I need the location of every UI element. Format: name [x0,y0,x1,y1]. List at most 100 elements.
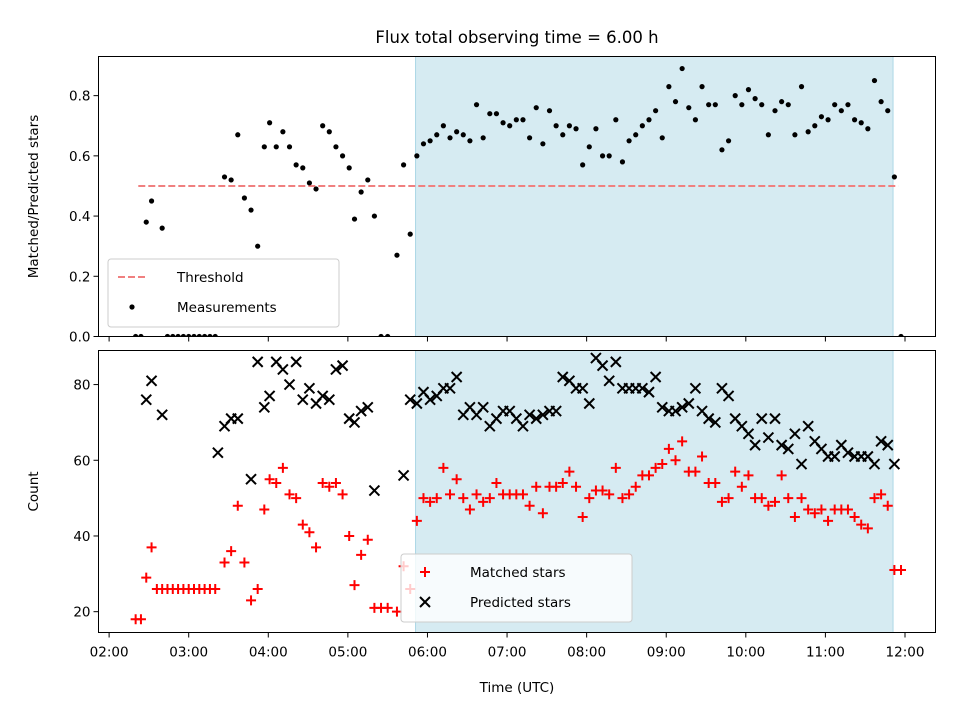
matched-star-point [551,481,562,492]
measurement-point [267,120,273,126]
predicted-star-point [450,371,463,383]
matched-star-point [564,466,575,477]
measurement-point [732,93,738,99]
measurement-point [759,102,765,108]
axes-frame [98,56,936,337]
predicted-star-point [882,439,894,451]
measurement-point [851,117,858,123]
y-tick-label: 60 [73,453,90,469]
predicted-star-point [245,473,257,485]
predicted-star-point [330,363,342,376]
matched-star-point [349,580,360,591]
measurement-point [186,333,192,337]
matched-star-point [464,504,475,515]
legend-box [400,553,633,623]
predicted-star-point [656,401,668,413]
matched-star-point [584,493,595,504]
measurement-point [133,333,139,337]
matched-star-point [311,542,322,553]
predicted-star-point [517,420,529,432]
measurement-point [148,198,155,204]
y-axis-label: Matched/Predicted stars [26,115,42,278]
measurement-point [606,153,612,159]
legend-label: Measurements [177,300,277,316]
measurement-point [400,162,407,168]
predicted-star-point [316,390,329,402]
measurement-point [212,333,218,337]
measurement-point [138,333,144,337]
x-tick-label: 09:00 [647,645,686,661]
predicted-star-point [636,382,649,395]
measurement-point [175,333,181,337]
matched-star-point [756,493,767,504]
matched-star-point [252,583,263,594]
measurement-point [293,162,299,168]
measurement-point [812,123,818,129]
predicted-star-point [444,382,456,395]
matched-star-point [232,500,243,511]
predicted-star-point [212,446,224,459]
measurement-point [507,123,513,129]
matched-star-point [796,493,807,504]
measurement-point [626,138,632,144]
measurement-point [785,102,791,108]
measurement-point [180,333,186,337]
predicted-star-point [795,458,808,470]
measurement-point [653,108,659,114]
predicted-star-point [868,458,881,470]
predicted-star-point [140,394,152,406]
predicted-star-point [283,378,296,391]
measurement-point [891,174,897,180]
predicted-star-point [251,356,264,368]
x-tick-label: 04:00 [249,645,288,661]
measurement-point [241,195,248,201]
matched-star-point [391,606,402,617]
matched-star-point [484,493,495,504]
matched-star-point [862,523,873,534]
matched-star-point [630,481,641,492]
matched-star-point [776,470,787,481]
matched-star-point [146,542,157,553]
legend-label: Threshold [176,270,244,286]
matched-star-point [643,470,654,481]
measurement-point [493,111,500,117]
matched-star-point [710,477,721,488]
measurement-point [202,333,208,337]
predicted-star-point [323,394,336,406]
predicted-star-point [232,412,244,425]
predicted-star-point [596,359,609,372]
matched-star-point [431,493,442,504]
measurement-point [207,333,213,337]
matched-star-point [330,477,341,488]
measurement-point [394,252,400,258]
matched-star-point [856,519,867,530]
matched-star-point [803,504,814,515]
measurement-point [473,102,480,108]
matched-star-point [657,459,668,470]
matched-star-point [842,504,853,515]
predicted-star-point [842,446,854,459]
measurement-point [765,132,771,138]
matched-star-point [259,504,270,515]
measurement-point [248,207,254,213]
measurement-point [273,144,279,150]
matched-star-point [849,512,860,523]
predicted-star-point [477,401,489,413]
measurement-point [832,102,838,108]
predicted-star-point [362,401,374,413]
matched-star-point [624,489,635,500]
measurement-point [527,135,533,141]
x-tick-label: 11:00 [806,645,845,661]
measurement-point [164,333,171,337]
measurement-point [586,144,592,150]
measurement-point [672,99,679,105]
measurement-point [487,111,493,117]
matched-star-point [277,462,288,473]
matched-star-point [617,493,628,504]
predicted-star-point [683,397,695,410]
predicted-star-point [303,382,316,395]
predicted-star-point [583,397,595,410]
matched-star-point [344,530,355,541]
matched-star-point [763,500,774,511]
